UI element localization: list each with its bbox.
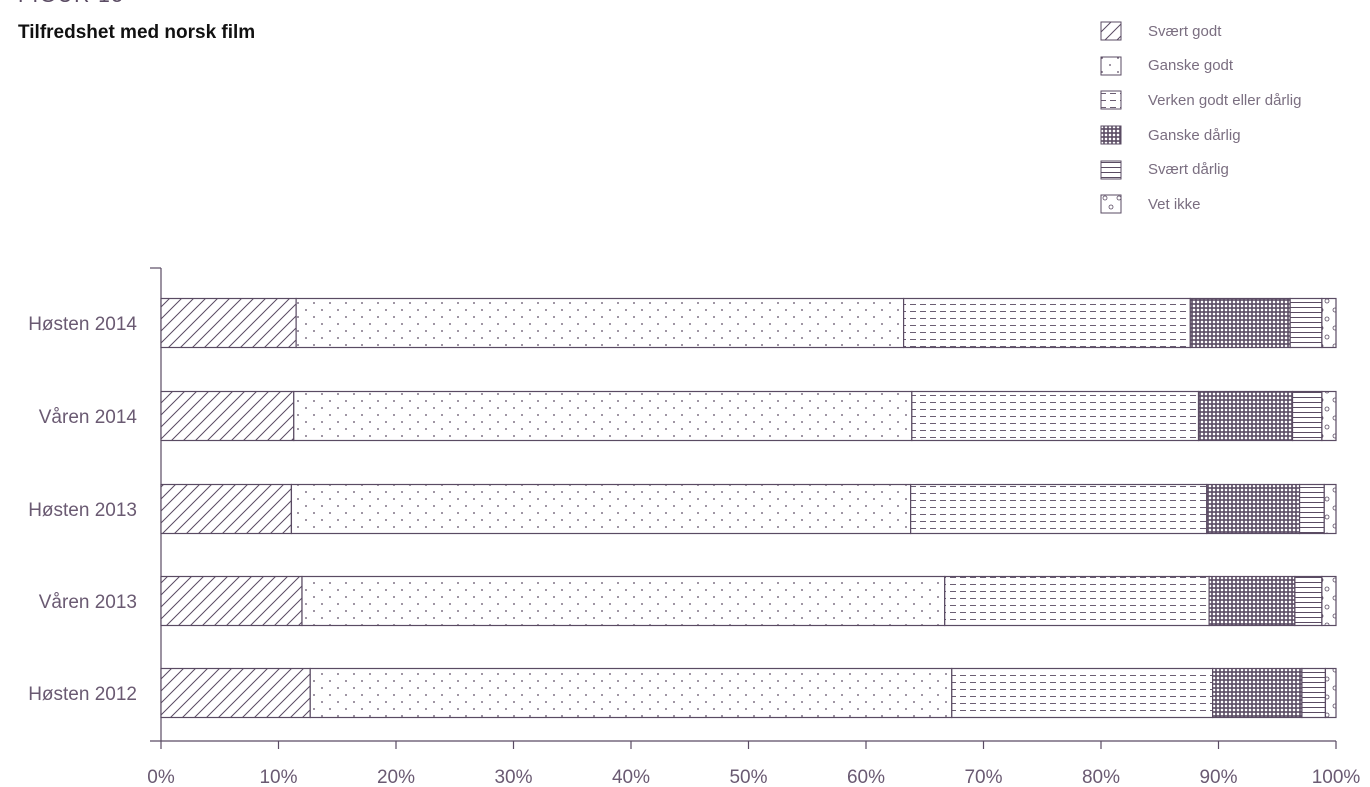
- bar-segment: [160, 390, 295, 442]
- bar-segment: [951, 667, 1214, 719]
- bar-segment: [1189, 297, 1291, 349]
- legend-label: Svært godt: [1148, 22, 1222, 40]
- legend-item: Vet ikke: [1100, 187, 1301, 222]
- bar-segment: [1324, 667, 1337, 719]
- x-tick-label: 10%: [259, 767, 297, 787]
- bar-segment: [160, 483, 293, 535]
- legend-item: Svært dårlig: [1100, 152, 1301, 187]
- legend-swatch: [1100, 21, 1122, 41]
- bar-segment: [1208, 575, 1296, 627]
- bar-segment: [160, 297, 297, 349]
- legend-label: Vet ikke: [1148, 195, 1201, 213]
- legend-item: Ganske godt: [1100, 49, 1301, 84]
- bar-segment: [295, 297, 905, 349]
- legend-label: Ganske dårlig: [1148, 126, 1241, 144]
- bar-segment: [301, 575, 946, 627]
- legend-swatch: [1100, 90, 1122, 110]
- legend-swatch: [1100, 160, 1122, 180]
- figure-label: FIGUR 15: [18, 0, 125, 8]
- legend-item: Ganske dårlig: [1100, 118, 1301, 153]
- bar-segment: [1291, 390, 1323, 442]
- legend-swatch: [1100, 56, 1122, 76]
- legend-swatch: [1100, 194, 1122, 214]
- x-tick-label: 70%: [964, 767, 1002, 787]
- bar-segment: [160, 667, 311, 719]
- chart-title: Tilfredshet med norsk film: [18, 22, 256, 43]
- category-label: Høsten 2014: [28, 314, 137, 335]
- bar-segment: [1289, 297, 1323, 349]
- bar-segment: [911, 390, 1200, 442]
- bar-segment: [1294, 575, 1323, 627]
- bar-segment: [1321, 390, 1337, 442]
- category-label: Høsten 2013: [28, 500, 137, 521]
- bar-segment: [1206, 483, 1301, 535]
- x-tick-label: 90%: [1199, 767, 1237, 787]
- chart-legend: Svært godt Ganske godt Verken godt eller d…: [1100, 14, 1301, 222]
- legend-label: Svært dårlig: [1148, 161, 1229, 179]
- x-tick-label: 60%: [847, 767, 885, 787]
- bar-segment: [1197, 390, 1294, 442]
- legend-item: Svært godt: [1100, 14, 1301, 49]
- x-tick-label: 100%: [1312, 767, 1361, 787]
- category-label: Våren 2013: [39, 592, 137, 613]
- chart-labels: 0% 10% 20% 30% 40% 50% 60% 70% 80% 90% 100% Høsten …: [28, 314, 1360, 787]
- x-tick-label: 0%: [147, 767, 175, 787]
- legend-swatch: [1100, 125, 1122, 145]
- bar-segment: [290, 483, 912, 535]
- bar-segment: [1298, 483, 1325, 535]
- x-tick-label: 80%: [1082, 767, 1120, 787]
- bar-segment: [1301, 667, 1327, 719]
- bar-segment: [1323, 483, 1337, 535]
- x-tick-label: 50%: [729, 767, 767, 787]
- legend-item: Verken godt eller dårlig: [1100, 83, 1301, 118]
- bar-segment: [160, 575, 303, 627]
- bar-segment: [309, 667, 953, 719]
- bar-segment: [1321, 297, 1337, 349]
- bar-segment: [1212, 667, 1303, 719]
- bar-segment: [902, 297, 1191, 349]
- bar-segment: [944, 575, 1210, 627]
- x-tick-label: 40%: [612, 767, 650, 787]
- category-label: Våren 2014: [39, 407, 138, 428]
- x-tick-label: 20%: [377, 767, 415, 787]
- legend-label: Verken godt eller dårlig: [1148, 91, 1302, 109]
- bar-segment: [293, 390, 913, 442]
- x-tick-label: 30%: [494, 767, 532, 787]
- category-label: Høsten 2012: [28, 684, 137, 705]
- bar-segment: [1321, 575, 1337, 627]
- legend-label: Ganske godt: [1148, 57, 1234, 75]
- bar-segment: [910, 483, 1208, 535]
- chart-bars: [160, 297, 1337, 719]
